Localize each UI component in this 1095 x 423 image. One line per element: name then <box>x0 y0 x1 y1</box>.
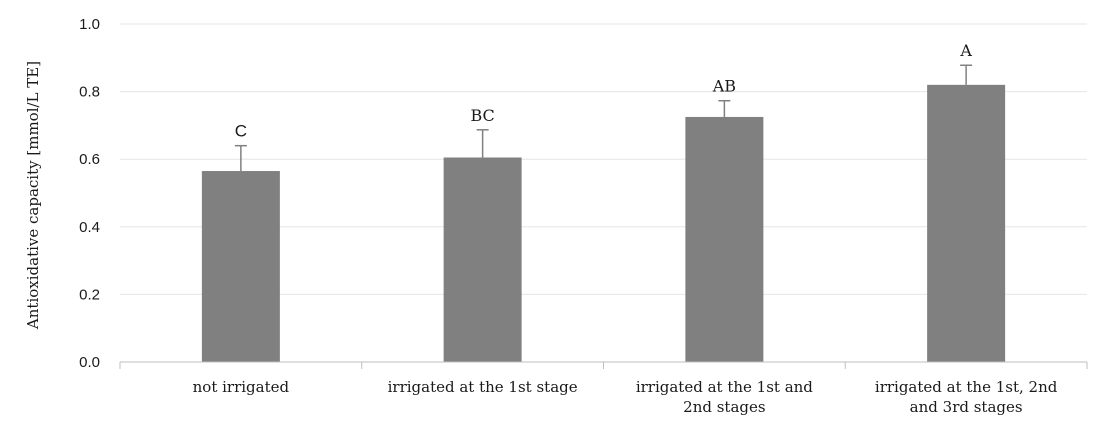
gridlines <box>120 23 1087 295</box>
y-axis-label: Antioxidative capacity [mmol/L TE] <box>24 61 42 330</box>
error-bars <box>234 64 973 172</box>
x-category-label: irrigated at the 1st and <box>636 378 813 396</box>
significance-letter: A <box>959 41 972 60</box>
y-tick-label: 0.0 <box>79 354 100 371</box>
significance-letter: AB <box>712 77 736 96</box>
bars <box>201 84 1006 362</box>
significance-letters: C BC AB A <box>235 41 973 140</box>
significance-letter: BC <box>470 106 494 125</box>
x-category-label: not irrigated <box>193 378 290 396</box>
x-category-label: and 3rd stages <box>910 398 1023 416</box>
bar <box>927 84 1006 362</box>
y-tick-label: 0.8 <box>79 84 100 101</box>
y-tick-label: 1.0 <box>79 16 100 33</box>
y-axis-ticks: 0.0 0.2 0.4 0.6 0.8 1.0 <box>79 16 100 371</box>
x-category-label: irrigated at the 1st, 2nd <box>875 378 1058 396</box>
significance-letter: C <box>235 122 247 141</box>
bar <box>443 157 522 362</box>
x-category-label: 2nd stages <box>683 398 765 416</box>
x-category-label: irrigated at the 1st stage <box>388 378 578 396</box>
bar <box>685 116 764 362</box>
x-axis <box>119 361 1088 369</box>
bar <box>201 171 280 362</box>
x-axis-category-labels: not irrigated irrigated at the 1st stage i… <box>193 378 1058 416</box>
y-tick-label: 0.6 <box>79 151 100 168</box>
y-tick-label: 0.2 <box>79 286 100 303</box>
y-tick-label: 0.4 <box>79 219 100 236</box>
